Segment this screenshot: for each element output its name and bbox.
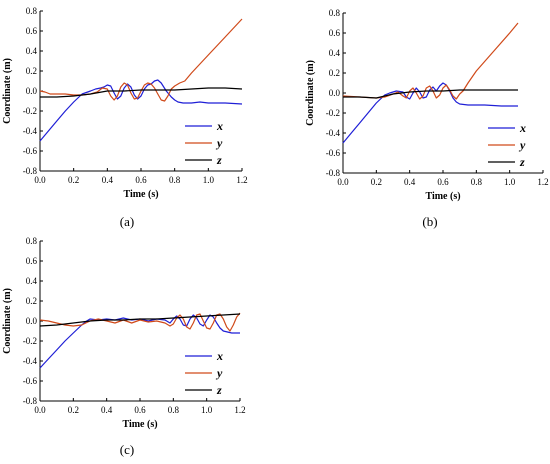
chart-panel-2: -0.8 -0.6 -0.4 -0.2 0.0 0.2 0.4 0.6 0.8 0.0 0.2 0.4… — [305, 8, 549, 229]
y-tick-label: 0.2 — [26, 296, 37, 306]
chart-panel-3: -0.8 -0.6 -0.4 -0.2 0.0 0.2 0.4 0.6 0.8 0.0 0.2 0.4… — [2, 236, 246, 457]
x-tick-label: 1.2 — [236, 175, 247, 185]
x-tick-label: 0.2 — [68, 175, 79, 185]
y-axis-title: Coordinate (m) — [2, 288, 13, 354]
legend-label-y: y — [518, 138, 526, 152]
series-line-y — [342, 22, 519, 100]
y-tick-label: 0.2 — [329, 68, 340, 78]
y-tick-label: 0.4 — [26, 276, 38, 286]
y-tick-label: 0.2 — [26, 66, 37, 76]
x-axis-title: Time (s) — [425, 191, 460, 202]
legend-label-x: x — [216, 119, 223, 133]
x-tick-label: 0.8 — [168, 405, 180, 415]
x-tick-label: 1.2 — [537, 177, 548, 187]
y-tick-label: -0.6 — [326, 148, 341, 158]
x-axis-title: Time (s) — [122, 419, 157, 430]
x-axis-title: Time (s) — [123, 189, 158, 200]
y-tick-label: -0.8 — [326, 168, 341, 178]
x-tick-label: 0.4 — [102, 175, 114, 185]
y-tick-label: 0.8 — [329, 8, 341, 18]
x-tick-label: 1.0 — [504, 177, 516, 187]
y-tick-label: -0.6 — [23, 376, 38, 386]
x-tick-label: 0.4 — [404, 177, 416, 187]
series-line-x — [342, 82, 518, 144]
series-line-z — [40, 87, 243, 98]
x-tick-label: 0.6 — [134, 405, 146, 415]
y-tick-label: 0.0 — [26, 316, 38, 326]
y-tick-label: -0.2 — [23, 336, 37, 346]
x-tick-label: 0.0 — [34, 175, 46, 185]
y-tick-label: -0.2 — [23, 106, 37, 116]
x-tick-label: 0.6 — [135, 175, 147, 185]
y-tick-label: 0.6 — [329, 28, 341, 38]
y-tick-label: -0.4 — [23, 126, 38, 136]
y-tick-label: 0.4 — [329, 48, 341, 58]
y-tick-label: -0.4 — [23, 356, 38, 366]
series-line-y — [39, 18, 243, 102]
x-tick-label: 1.0 — [203, 175, 215, 185]
x-tick-label: 0.6 — [437, 177, 449, 187]
y-tick-label: 0.4 — [26, 46, 38, 56]
chart-panel-1: -0.8 -0.6 -0.4 -0.2 0.0 0.2 0.4 0.6 0.8 0.0 0.2 0.4… — [2, 6, 248, 229]
x-tick-label: 0.0 — [34, 405, 46, 415]
x-tick-label: 1.0 — [201, 405, 213, 415]
x-tick-label: 0.8 — [169, 175, 181, 185]
panel-label: (a) — [120, 214, 134, 229]
y-axis-title: Coordinate (m) — [305, 60, 316, 126]
x-tick-label: 0.4 — [101, 405, 113, 415]
y-tick-label: 0.0 — [329, 88, 341, 98]
x-tick-label: 0.2 — [371, 177, 382, 187]
legend-label-y: y — [215, 136, 223, 150]
series-line-z — [343, 89, 518, 99]
y-tick-label: 0.6 — [26, 26, 38, 36]
y-tick-label: -0.4 — [326, 128, 341, 138]
y-tick-label: 0.8 — [26, 6, 38, 16]
legend-label-x: x — [519, 121, 526, 135]
panel-label: (c) — [120, 442, 134, 457]
x-tick-label: 0.0 — [337, 177, 349, 187]
x-tick-label: 0.2 — [68, 405, 79, 415]
y-tick-label: 0.8 — [26, 236, 38, 246]
x-tick-label: 0.8 — [471, 177, 483, 187]
legend-label-z: z — [216, 153, 222, 167]
series-line-z — [39, 313, 241, 327]
y-tick-label: 0.0 — [26, 86, 38, 96]
y-tick-label: -0.2 — [326, 108, 340, 118]
y-tick-label: -0.8 — [23, 396, 38, 406]
y-tick-label: -0.8 — [23, 166, 38, 176]
y-axis-title: Coordinate (m) — [2, 58, 13, 124]
legend-label-y: y — [215, 366, 223, 380]
legend-label-x: x — [216, 349, 223, 363]
series-line-x — [39, 79, 243, 142]
y-tick-label: 0.6 — [26, 256, 38, 266]
x-tick-label: 1.2 — [234, 405, 245, 415]
panel-label: (b) — [422, 214, 437, 229]
legend-label-z: z — [519, 155, 525, 169]
y-tick-label: -0.6 — [23, 146, 38, 156]
legend-label-z: z — [216, 383, 222, 397]
